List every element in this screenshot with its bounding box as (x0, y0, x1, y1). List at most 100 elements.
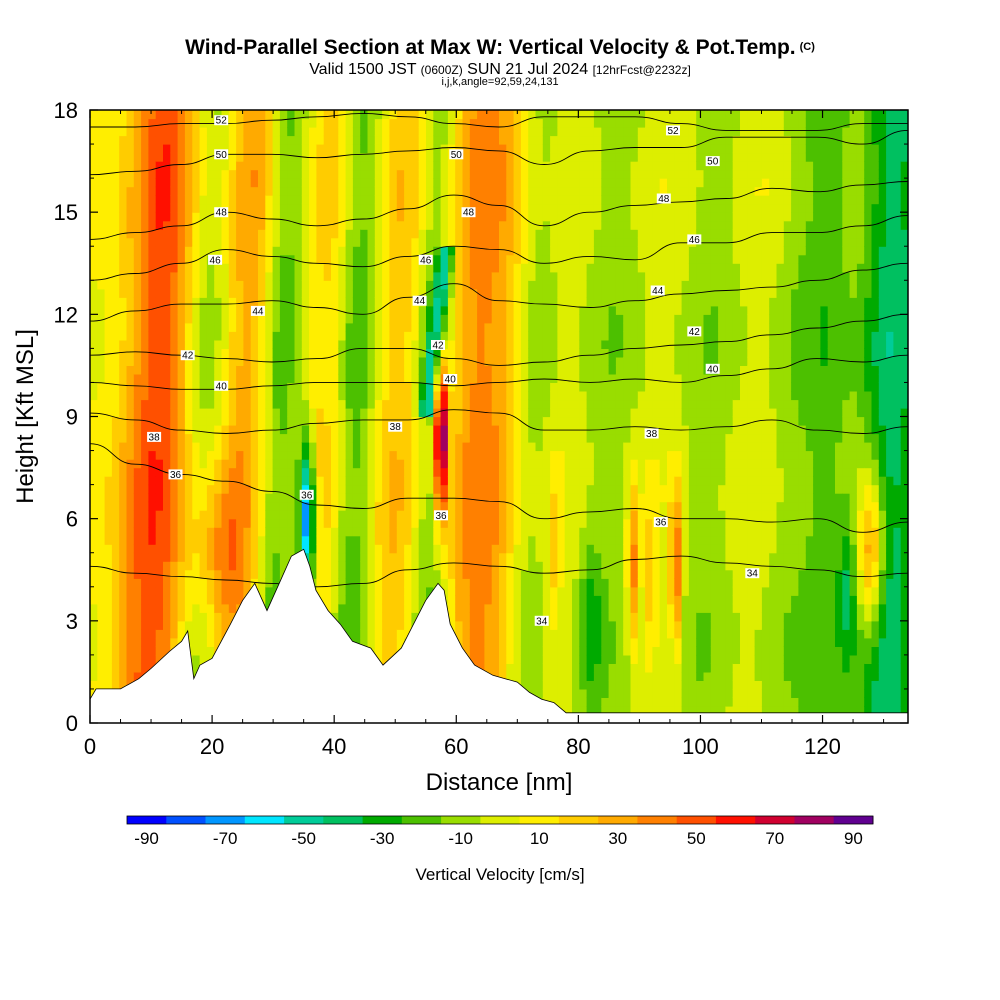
velocity-cell (433, 220, 442, 230)
velocity-cell (499, 433, 507, 443)
velocity-cell (455, 331, 464, 341)
velocity-cell (243, 280, 252, 290)
velocity-cell (111, 416, 120, 426)
velocity-cell (265, 237, 274, 247)
velocity-cell (250, 450, 259, 460)
velocity-cell (528, 459, 537, 469)
velocity-cell (433, 467, 442, 477)
velocity-cell (367, 169, 376, 179)
velocity-cell (104, 212, 113, 222)
velocity-cell (404, 195, 412, 205)
velocity-cell (586, 288, 595, 298)
velocity-cell (287, 459, 296, 469)
velocity-cell (221, 110, 230, 120)
velocity-cell (250, 229, 259, 239)
velocity-cell (279, 365, 288, 375)
velocity-cell (192, 186, 201, 196)
velocity-cell (499, 348, 507, 358)
velocity-cell (513, 612, 522, 622)
velocity-cell (294, 118, 303, 128)
velocity-cell (228, 212, 237, 222)
velocity-cell (586, 612, 595, 622)
velocity-cell (294, 450, 303, 460)
velocity-cell (557, 697, 566, 707)
velocity-cell (141, 186, 149, 196)
velocity-cell (506, 425, 515, 435)
velocity-cell (236, 212, 244, 222)
velocity-cell (382, 425, 390, 435)
velocity-cell (126, 271, 135, 281)
velocity-cell (316, 510, 325, 520)
velocity-cell (90, 612, 98, 622)
velocity-cell (345, 467, 354, 477)
velocity-cell (331, 263, 339, 273)
velocity-cell (243, 305, 252, 315)
velocity-cell (455, 212, 464, 222)
velocity-cell (550, 646, 558, 656)
velocity-cell (477, 152, 485, 162)
velocity-cell (119, 195, 128, 205)
velocity-cell (506, 527, 515, 537)
velocity-cell (126, 110, 135, 120)
velocity-cell (206, 348, 215, 358)
velocity-cell (484, 459, 493, 469)
velocity-cell (352, 229, 361, 239)
velocity-cell (520, 263, 529, 273)
velocity-cell (265, 544, 274, 554)
velocity-cell (352, 586, 361, 596)
velocity-cell (528, 501, 537, 511)
velocity-cell (199, 408, 208, 418)
velocity-cell (520, 518, 529, 528)
velocity-cell (221, 169, 230, 179)
velocity-cell (133, 212, 142, 222)
velocity-cell (411, 518, 420, 528)
velocity-cell (199, 373, 208, 383)
velocity-cell (367, 450, 376, 460)
velocity-cell (133, 178, 142, 188)
velocity-cell (199, 288, 208, 298)
velocity-cell (111, 365, 120, 375)
velocity-cell (418, 135, 427, 145)
velocity-cell (345, 425, 354, 435)
velocity-cell (557, 527, 566, 537)
velocity-cell (396, 595, 405, 605)
velocity-cell (586, 161, 595, 171)
velocity-cell (309, 348, 317, 358)
velocity-cell (520, 322, 529, 332)
velocity-cell (345, 399, 354, 409)
velocity-cell (177, 391, 186, 401)
velocity-cell (367, 442, 376, 452)
velocity-cell (447, 161, 456, 171)
velocity-cell (155, 331, 164, 341)
velocity-cell (294, 127, 303, 137)
velocity-cell (535, 654, 544, 664)
velocity-cell (301, 416, 310, 426)
velocity-cell (528, 178, 537, 188)
velocity-cell (477, 399, 485, 409)
velocity-cell (455, 612, 464, 622)
velocity-cell (462, 110, 471, 120)
velocity-cell (586, 493, 595, 503)
velocity-cell (499, 671, 507, 681)
velocity-cell (564, 169, 573, 179)
velocity-cell (272, 339, 281, 349)
velocity-cell (126, 484, 135, 494)
velocity-cell (528, 484, 537, 494)
velocity-cell (586, 680, 595, 690)
velocity-cell (323, 399, 332, 409)
velocity-cell (177, 178, 186, 188)
velocity-cell (111, 433, 120, 443)
velocity-cell (331, 271, 339, 281)
velocity-cell (258, 212, 266, 222)
velocity-cell (331, 280, 339, 290)
velocity-cell (141, 595, 149, 605)
velocity-cell (367, 510, 376, 520)
velocity-cell (316, 220, 325, 230)
velocity-cell (170, 288, 179, 298)
velocity-cell (279, 246, 288, 256)
velocity-cell (126, 501, 135, 511)
velocity-cell (287, 476, 296, 486)
velocity-cell (163, 246, 171, 256)
velocity-cell (279, 527, 288, 537)
velocity-cell (352, 195, 361, 205)
